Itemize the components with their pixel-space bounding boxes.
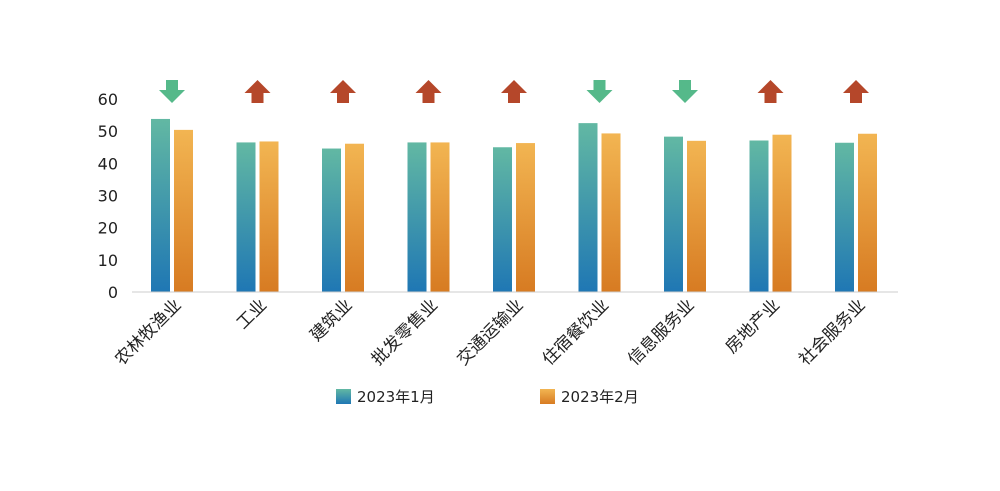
bar-series2 [601, 133, 621, 292]
legend-item-series1: 2023年1月 [336, 386, 435, 407]
legend-item-series2: 2023年2月 [540, 386, 639, 407]
arrow-up-icon [757, 80, 784, 103]
bar-series2 [345, 143, 364, 292]
bar-series2 [858, 133, 877, 292]
bar-series1 [322, 148, 341, 292]
y-tick-label: 20 [98, 219, 118, 238]
x-tick-label: 交通运输业 [453, 295, 527, 369]
arrow-down-icon [586, 80, 613, 103]
x-tick-label: 建筑业 [306, 295, 356, 345]
x-axis-labels: 农林牧渔业 工业 建筑业 批发零售业 交通运输业 住宿餐饮业 信息服务业 房地产业 社会服务业 [111, 295, 869, 369]
bar-series1 [407, 142, 427, 292]
legend-swatch-series1 [336, 389, 351, 404]
y-axis-ticks: 0 10 20 30 40 50 60 [98, 90, 118, 302]
legend-label-series2: 2023年2月 [561, 388, 639, 406]
y-tick-label: 30 [98, 187, 118, 206]
bar-series2 [174, 129, 193, 292]
x-tick-label: 批发零售业 [368, 295, 442, 369]
x-tick-label: 社会服务业 [795, 295, 869, 369]
bar-series2 [687, 140, 706, 292]
trend-arrows [159, 80, 869, 103]
legend: 2023年1月 2023年2月 [0, 386, 1000, 410]
bar-series1 [578, 123, 598, 292]
x-tick-label: 住宿餐饮业 [539, 295, 613, 369]
bar-series1 [749, 140, 769, 292]
bar-series1 [151, 118, 170, 293]
y-tick-label: 0 [108, 283, 118, 302]
x-tick-label: 房地产业 [722, 295, 784, 357]
x-tick-label: 工业 [233, 295, 271, 333]
y-tick-label: 40 [98, 154, 118, 173]
arrow-up-icon [501, 80, 527, 103]
arrow-up-icon [415, 80, 442, 103]
bar-series2 [772, 134, 792, 292]
bars [151, 118, 877, 293]
arrow-up-icon [330, 80, 356, 103]
y-tick-label: 50 [98, 122, 118, 141]
y-tick-label: 10 [98, 251, 118, 270]
arrow-down-icon [672, 80, 698, 103]
y-tick-label: 60 [98, 90, 118, 109]
arrow-down-icon [159, 80, 185, 103]
bar-series2 [259, 141, 279, 292]
legend-swatch-series2 [540, 389, 555, 404]
bar-series1 [493, 147, 512, 292]
arrow-up-icon [843, 80, 869, 103]
bar-series2 [516, 143, 535, 292]
bar-series1 [236, 142, 256, 292]
bar-series2 [430, 142, 450, 292]
legend-label-series1: 2023年1月 [357, 388, 435, 406]
x-tick-label: 信息服务业 [624, 295, 698, 369]
bar-series1 [664, 136, 683, 292]
arrow-up-icon [244, 80, 271, 103]
bar-series1 [835, 142, 854, 292]
x-tick-label: 农林牧渔业 [111, 295, 185, 369]
